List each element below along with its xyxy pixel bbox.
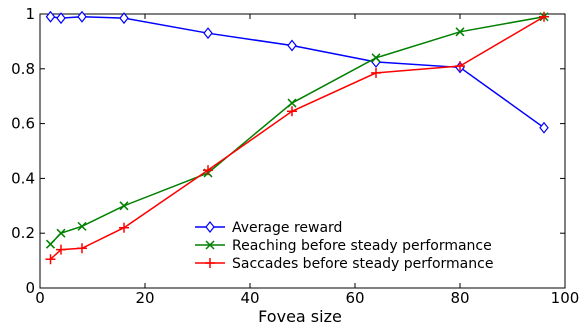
legend: Average reward Reaching before steady per… [195, 220, 493, 272]
y-tick-label: 0.4 [11, 169, 35, 187]
plot-area [39, 13, 566, 289]
series-line [50, 15, 545, 129]
data-point [205, 240, 215, 250]
axes-layer: 0 20 40 60 80 100 0 0.2 0.4 0.6 0.8 1 [11, 5, 579, 307]
data-point [119, 222, 129, 233]
x-tick-label: 60 [345, 289, 364, 307]
data-point [371, 67, 381, 78]
data-point [455, 27, 465, 37]
legend-entry: Average reward [195, 220, 342, 236]
data-point [56, 228, 66, 238]
data-point [119, 12, 129, 25]
legend-label: Average reward [232, 220, 342, 236]
x-tick-label: 0 [35, 289, 45, 307]
data-point [45, 254, 56, 265]
data-point [287, 106, 297, 117]
legend-label: Saccades before steady performance [232, 256, 493, 272]
x-tick-label: 80 [450, 289, 469, 307]
data-point [287, 98, 297, 108]
data-point [45, 239, 56, 249]
data-point [539, 121, 549, 134]
x-axis-title: Fovea size [258, 307, 342, 326]
y-tick-label: 0.6 [11, 115, 35, 133]
x-tick-label: 40 [240, 289, 259, 307]
data-point [287, 39, 297, 52]
y-tick-label: 0.8 [11, 60, 35, 78]
legend-label: Reaching before steady performance [232, 238, 492, 254]
data-point [77, 221, 87, 231]
series-layer [45, 10, 549, 265]
data-point [56, 12, 66, 25]
x-tick-label: 20 [135, 289, 154, 307]
series-line [49, 16, 545, 245]
x-tick-label: 100 [551, 289, 580, 307]
series-1 [45, 12, 549, 249]
data-point [371, 53, 381, 63]
data-point [203, 27, 213, 40]
data-point [77, 10, 87, 23]
data-point [205, 221, 215, 233]
data-point [56, 244, 66, 255]
series-2 [45, 11, 549, 265]
data-point [539, 11, 549, 22]
data-point [119, 201, 129, 211]
legend-entry: Saccades before steady performance [195, 256, 493, 272]
plot-frame [39, 13, 566, 289]
legend-entry: Reaching before steady performance [195, 238, 492, 254]
data-point [203, 165, 213, 176]
y-tick-label: 1 [25, 5, 35, 23]
data-point [45, 10, 56, 23]
data-point [455, 61, 465, 72]
data-point [77, 243, 87, 254]
data-point [205, 258, 215, 268]
y-tick-label: 0 [25, 279, 35, 297]
y-tick-label: 0.2 [11, 224, 35, 242]
